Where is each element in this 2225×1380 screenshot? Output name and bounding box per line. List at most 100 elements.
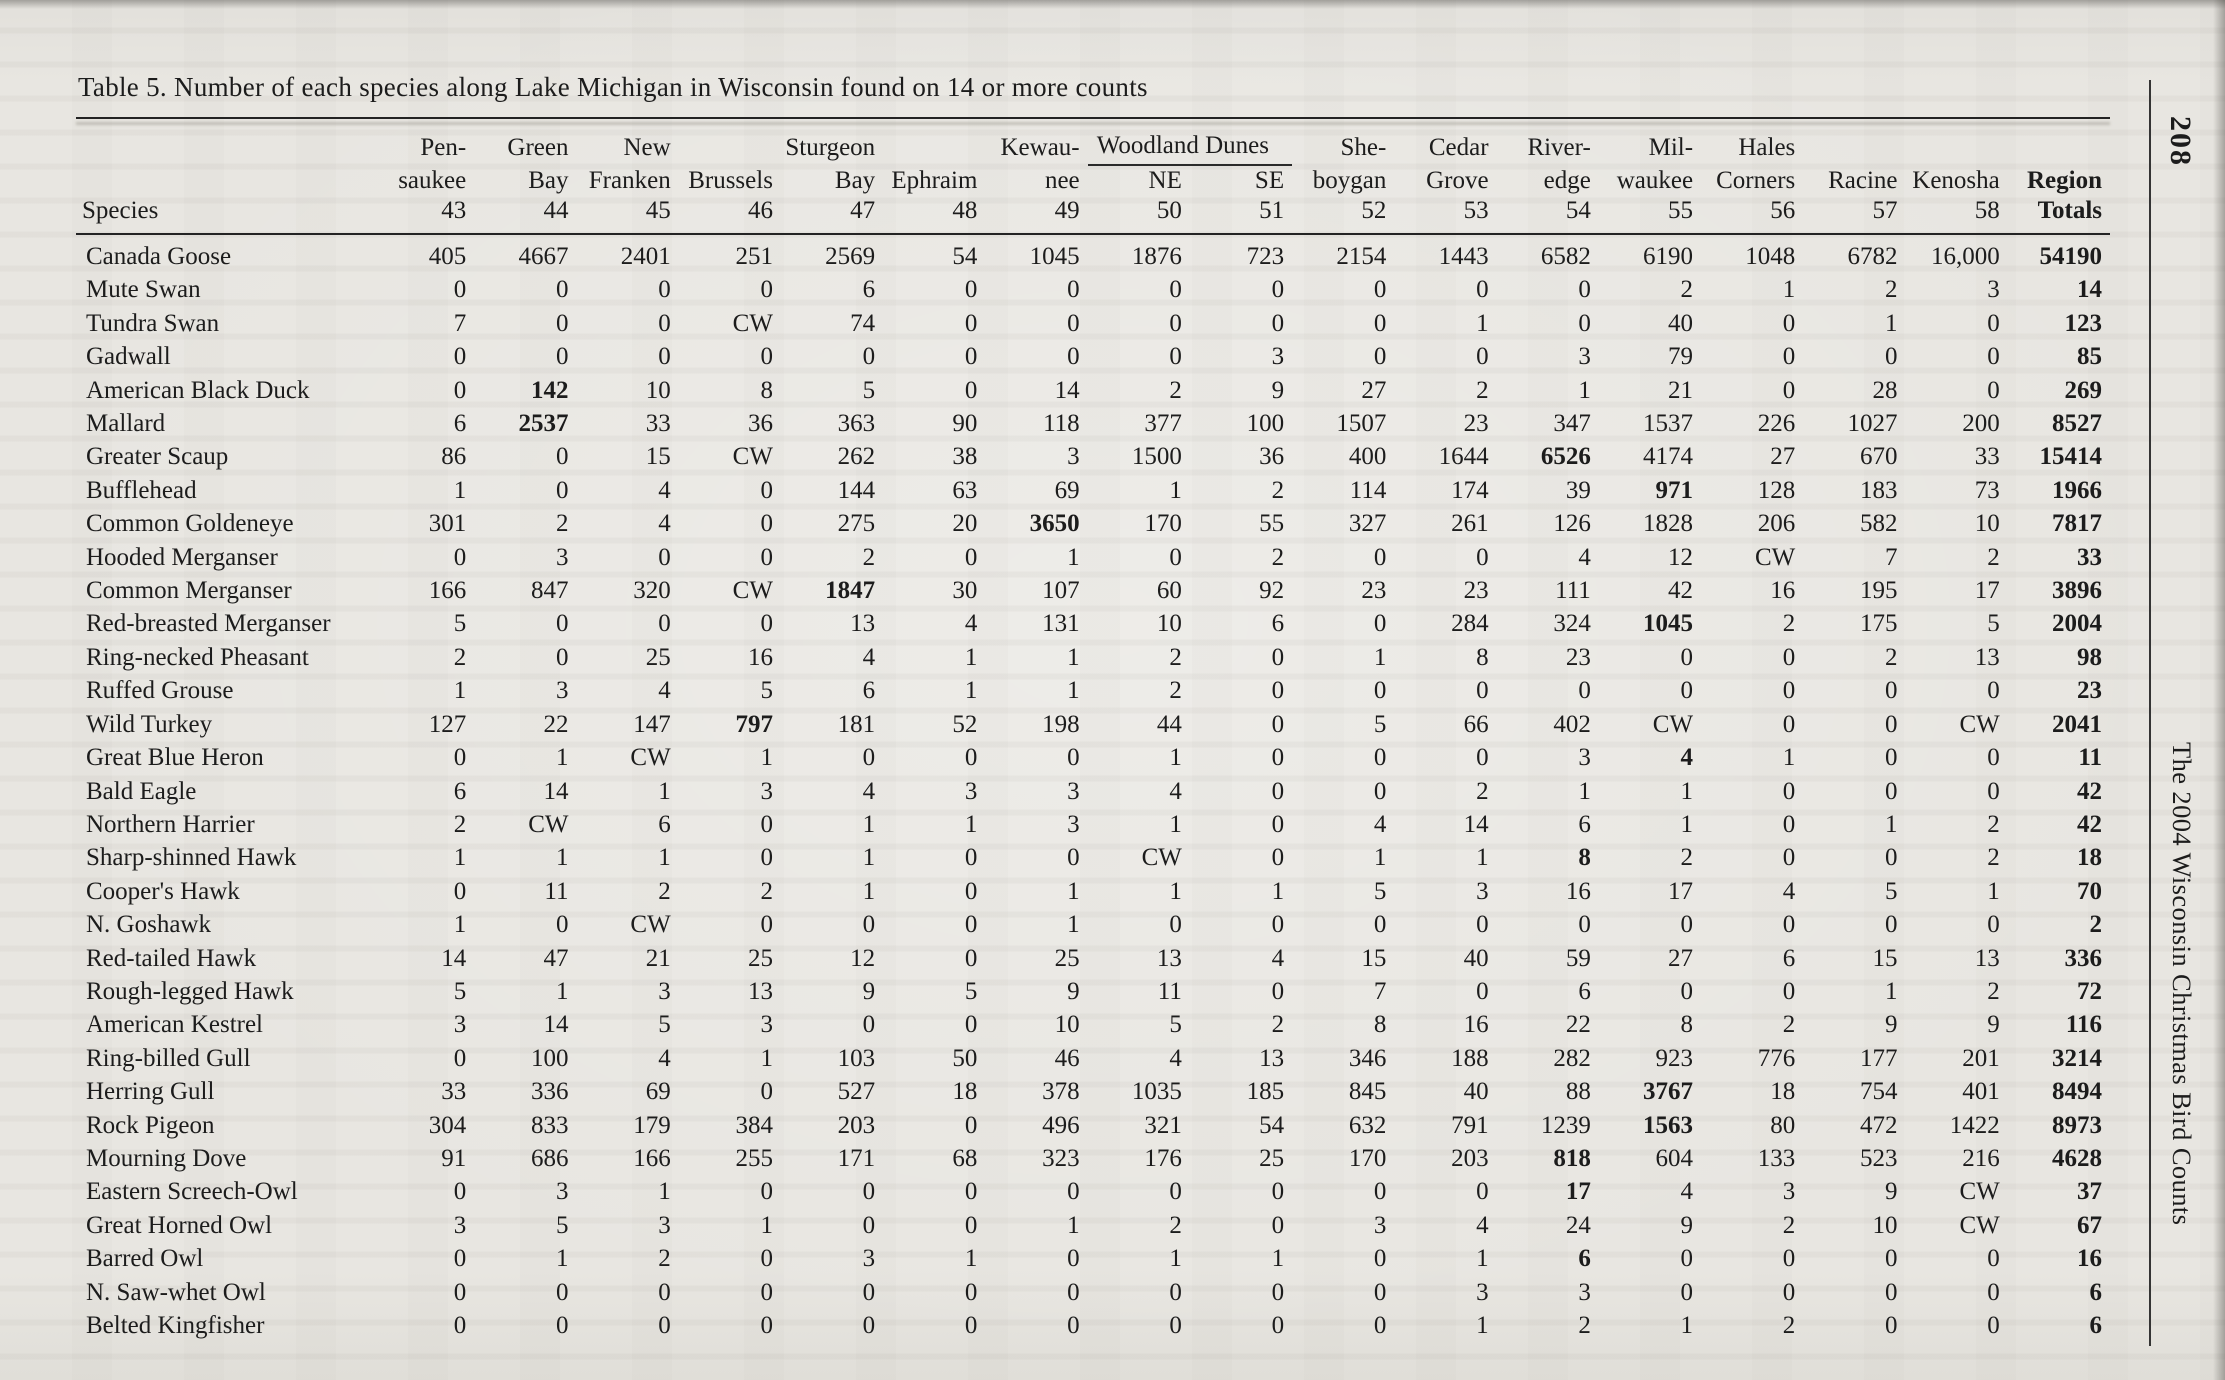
- count-cell: 1: [658, 844, 671, 872]
- count-cell: 0: [453, 1044, 467, 1072]
- table-area: Table 5. Number of each species along La…: [76, 72, 2110, 1342]
- count-cell: 42: [1668, 577, 1694, 605]
- count-cell: 0: [1476, 977, 1489, 1005]
- count-cell: 3: [1271, 343, 1285, 371]
- count-cell: 0: [1373, 1278, 1387, 1306]
- column-header-count-number: 58: [1974, 197, 2000, 224]
- column-header-count-number: 54: [1565, 197, 1591, 224]
- count-cell: 3: [760, 1011, 773, 1039]
- count-cell: 323: [1042, 1144, 1080, 1172]
- column-header-line1: River-: [1527, 134, 1591, 161]
- count-cell: 6: [453, 777, 467, 805]
- count-cell: 0: [760, 543, 773, 571]
- table-row: Barred Owl 0 1 2 0 3 1 0 1 1 0 1 6 0 0 0 0 16: [76, 1242, 2110, 1275]
- count-cell: 8: [1578, 844, 1591, 872]
- count-cell: 0: [1271, 810, 1285, 838]
- column-header-count-number: 55: [1668, 197, 1694, 224]
- count-cell: 44: [1156, 710, 1182, 738]
- count-cell: 24: [1565, 1211, 1591, 1239]
- count-cell: 9: [1067, 977, 1080, 1005]
- count-cell: 0: [1067, 1312, 1080, 1339]
- count-cell: 0: [964, 1211, 978, 1239]
- count-cell: 0: [1987, 309, 2000, 337]
- species-name: Bufflehead: [86, 476, 197, 504]
- count-cell: 378: [1042, 1078, 1080, 1106]
- count-cell: CW: [732, 577, 773, 605]
- count-cell: 791: [1451, 1111, 1489, 1139]
- count-cell: 6: [453, 410, 467, 438]
- column-header-count-number: 52: [1361, 197, 1387, 224]
- column-header-line1: New: [623, 134, 671, 161]
- count-cell: 1: [862, 810, 876, 838]
- count-cell: 14: [1463, 810, 1489, 838]
- count-cell: 0: [453, 1278, 467, 1306]
- count-cell: 2: [658, 877, 671, 905]
- count-cell: 16: [1463, 1011, 1489, 1039]
- region-total-cell: 7817: [2052, 510, 2102, 538]
- region-total-cell: 67: [2077, 1211, 2102, 1239]
- table-row: American Kestrel 3 14 5 3 0 0 10 5 2 8 16 22 8 2 9 9 116: [76, 1008, 2110, 1041]
- count-cell: 0: [1271, 677, 1285, 705]
- count-cell: 175: [1860, 610, 1898, 638]
- count-cell: 2: [1885, 276, 1898, 304]
- count-cell: 0: [1987, 343, 2000, 371]
- region-total-cell: 15414: [2039, 443, 2103, 471]
- count-cell: 1: [1169, 744, 1182, 772]
- count-cell: 0: [1782, 1278, 1796, 1306]
- table-row: Cooper's Hawk 0 11 2 2 1 0 1 1 1 5 3 16 17 4 5 1 70: [76, 875, 2110, 908]
- count-cell: 13: [1156, 944, 1182, 972]
- count-cell: 170: [1144, 510, 1182, 538]
- count-cell: 3650: [1029, 510, 1080, 538]
- count-cell: 0: [1373, 309, 1387, 337]
- count-cell: 5: [453, 610, 467, 638]
- count-cell: 0: [760, 1178, 773, 1206]
- count-cell: 2569: [825, 243, 876, 270]
- species-name: Sharp-shinned Hawk: [86, 844, 297, 872]
- count-cell: 0: [1782, 710, 1796, 738]
- count-cell: 68: [952, 1144, 978, 1172]
- column-header-name: Brussels: [688, 167, 773, 194]
- count-cell: 0: [1476, 543, 1489, 571]
- column-header-count-number: 53: [1463, 197, 1489, 224]
- count-cell: 4: [1680, 1178, 1694, 1206]
- count-cell: 0: [964, 1111, 978, 1139]
- count-cell: 1: [964, 1245, 978, 1273]
- count-cell: 131: [1042, 610, 1080, 638]
- count-cell: 4: [658, 677, 671, 705]
- count-cell: 1048: [1745, 243, 1796, 270]
- count-cell: 1: [1373, 643, 1387, 671]
- count-cell: 1: [1885, 977, 1898, 1005]
- count-cell: 22: [1565, 1011, 1591, 1039]
- count-cell: 0: [1067, 309, 1080, 337]
- table-row: Mute Swan 0 0 0 0 6 0 0 0 0 0 0 0 2 1 2 3 14: [76, 273, 2110, 306]
- count-cell: 10: [1156, 610, 1182, 638]
- count-cell: 118: [1043, 410, 1080, 438]
- count-cell: 6: [1782, 944, 1796, 972]
- species-count-table: Pen- Green New Sturgeon Kewau- Woodland Dunes…: [76, 129, 2110, 1342]
- region-total-cell: 3896: [2052, 577, 2102, 605]
- count-cell: 25: [1259, 1144, 1285, 1172]
- count-cell: 1: [760, 1211, 773, 1239]
- count-cell: 1: [1476, 1312, 1489, 1339]
- count-cell: 3: [1067, 777, 1080, 805]
- region-total-cell: 8527: [2052, 410, 2102, 438]
- column-header-name: Grove: [1426, 167, 1489, 194]
- species-name: Great Blue Heron: [86, 744, 264, 772]
- count-cell: CW: [1959, 1211, 2000, 1239]
- count-cell: 1: [964, 810, 978, 838]
- count-cell: 1: [1680, 810, 1694, 838]
- count-cell: 1: [964, 677, 978, 705]
- column-header-name: nee: [1044, 167, 1080, 194]
- count-cell: 3: [862, 1245, 876, 1273]
- table-row: Mallard 6 2537 33 36 363 90 118 377 100 1507 23 347 1…: [76, 407, 2110, 440]
- count-cell: 1: [1067, 911, 1080, 939]
- count-cell: 0: [1373, 276, 1387, 304]
- count-cell: 0: [760, 844, 773, 872]
- table-row: American Black Duck 0 142 10 8 5 0 14 2 9 27 2 1 21 0 2…: [76, 374, 2110, 407]
- count-cell: 0: [453, 276, 467, 304]
- count-cell: 2: [1987, 977, 2000, 1005]
- count-cell: 0: [760, 1245, 773, 1273]
- count-cell: 166: [633, 1144, 671, 1172]
- count-cell: 336: [530, 1078, 569, 1106]
- count-cell: 3: [1578, 744, 1591, 772]
